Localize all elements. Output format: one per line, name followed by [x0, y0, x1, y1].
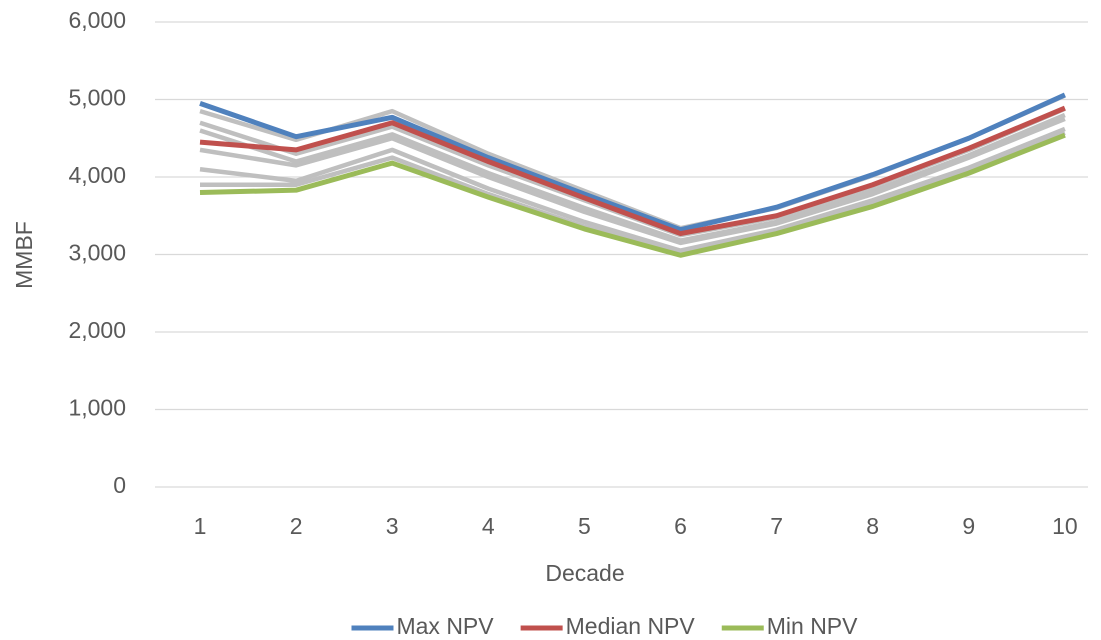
background-line: [199, 112, 1066, 243]
x-tick-label: 8: [866, 513, 879, 539]
x-tick-label: 10: [1052, 513, 1078, 539]
series-line: [199, 92, 1066, 233]
x-tick-label: 3: [386, 513, 399, 539]
y-tick-label: 4,000: [68, 162, 126, 188]
series-line: [199, 132, 1066, 258]
y-tick-label: 2,000: [68, 317, 126, 343]
y-tick-label: 3,000: [68, 240, 126, 266]
y-tick-label: 5,000: [68, 85, 126, 111]
x-tick-label: 4: [482, 513, 495, 539]
background-line: [199, 126, 1066, 253]
x-tick-label: 6: [674, 513, 687, 539]
y-tick-label: 6,000: [68, 7, 126, 33]
x-tick-label: 2: [290, 513, 303, 539]
y-tick-label: 0: [113, 472, 126, 498]
y-axis-label: MMBF: [11, 221, 37, 289]
legend-label: Max NPV: [396, 613, 494, 639]
y-tick-label: 1,000: [68, 395, 126, 421]
legend-label: Median NPV: [566, 613, 696, 639]
x-tick-label: 1: [194, 513, 207, 539]
background-line: [199, 116, 1066, 246]
x-tick-label: 9: [962, 513, 975, 539]
series-line: [199, 105, 1066, 237]
x-axis-label: Decade: [545, 560, 624, 586]
legend-label: Min NPV: [767, 613, 858, 639]
x-tick-label: 7: [770, 513, 783, 539]
x-tick-label: 5: [578, 513, 591, 539]
